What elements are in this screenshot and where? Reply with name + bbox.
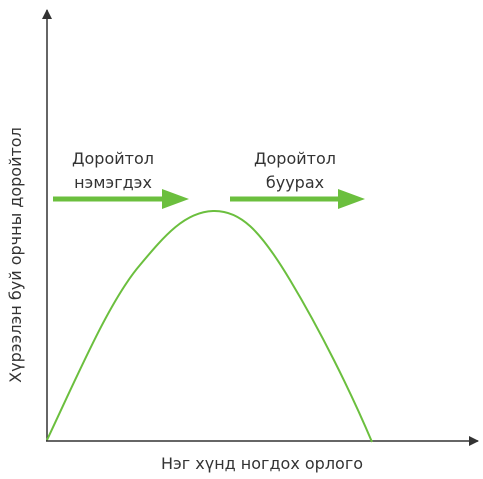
- annotation-line: Доройтол: [254, 149, 336, 168]
- arrow-increase-head: [162, 189, 189, 209]
- curve: [46, 209, 373, 443]
- annotation-line: нэмэгдэх: [74, 173, 152, 192]
- x-axis-label: Нэг хүнд ногдох орлого: [161, 454, 363, 473]
- y-axis-label: Хүрээлэн буй орчны доройтол: [6, 127, 25, 383]
- arrow-decrease-head: [338, 189, 365, 209]
- annotation-line: Доройтол: [72, 149, 154, 168]
- annotation-line: буурах: [266, 173, 324, 192]
